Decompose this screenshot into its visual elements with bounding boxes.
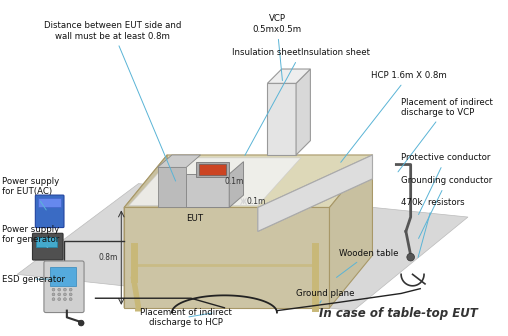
Text: Protective conductor: Protective conductor [401, 153, 491, 215]
Circle shape [64, 293, 67, 296]
FancyBboxPatch shape [50, 267, 76, 286]
Polygon shape [17, 183, 468, 311]
Polygon shape [258, 155, 372, 232]
Text: 0.1m: 0.1m [246, 197, 266, 206]
Polygon shape [124, 155, 167, 308]
Text: Ground plane: Ground plane [296, 289, 355, 303]
Polygon shape [296, 69, 310, 155]
Polygon shape [124, 208, 330, 308]
Polygon shape [196, 162, 229, 177]
Circle shape [69, 293, 72, 296]
Text: Power supply
for EUT(AC): Power supply for EUT(AC) [2, 177, 59, 210]
Circle shape [64, 298, 67, 301]
Circle shape [407, 253, 415, 261]
Text: Placement of indirect
discharge to HCP: Placement of indirect discharge to HCP [140, 308, 232, 327]
Text: Wooden table: Wooden table [336, 249, 399, 278]
Polygon shape [124, 155, 372, 208]
Circle shape [52, 293, 55, 296]
Text: HCP 1.6m X 0.8m: HCP 1.6m X 0.8m [341, 71, 447, 162]
Polygon shape [186, 174, 229, 208]
Polygon shape [330, 155, 372, 308]
Polygon shape [267, 83, 296, 155]
Circle shape [58, 288, 60, 291]
Text: Insulation sheetInsulation sheet: Insulation sheetInsulation sheet [232, 48, 370, 155]
Text: EUT: EUT [186, 214, 203, 223]
FancyBboxPatch shape [33, 233, 63, 260]
Polygon shape [258, 155, 372, 232]
Polygon shape [129, 158, 301, 206]
Polygon shape [199, 164, 227, 175]
Text: Distance between EUT side and
wall must be at least 0.8m: Distance between EUT side and wall must … [44, 21, 181, 181]
FancyBboxPatch shape [36, 237, 57, 247]
Circle shape [58, 298, 60, 301]
Circle shape [69, 288, 72, 291]
Polygon shape [157, 155, 201, 167]
Text: 0.8m: 0.8m [98, 253, 117, 262]
Text: Placement of indirect
discharge to VCP: Placement of indirect discharge to VCP [398, 97, 493, 172]
Circle shape [58, 293, 60, 296]
Circle shape [52, 298, 55, 301]
Polygon shape [157, 167, 186, 208]
Circle shape [69, 298, 72, 301]
Circle shape [52, 288, 55, 291]
Text: 0.1m: 0.1m [225, 176, 244, 185]
FancyBboxPatch shape [36, 195, 64, 227]
Text: VCP
0.5mx0.5m: VCP 0.5mx0.5m [252, 14, 302, 81]
Text: Power supply
for generator: Power supply for generator [2, 224, 59, 248]
FancyBboxPatch shape [44, 261, 84, 312]
FancyBboxPatch shape [38, 198, 61, 208]
Polygon shape [229, 162, 243, 208]
Circle shape [64, 288, 67, 291]
Text: In case of table-top EUT: In case of table-top EUT [319, 307, 478, 320]
Text: 470k  resistors: 470k resistors [401, 198, 465, 257]
Circle shape [78, 320, 84, 326]
Text: Grounding conductor: Grounding conductor [401, 176, 492, 239]
Text: ESD generator: ESD generator [2, 275, 65, 284]
Polygon shape [267, 69, 310, 83]
